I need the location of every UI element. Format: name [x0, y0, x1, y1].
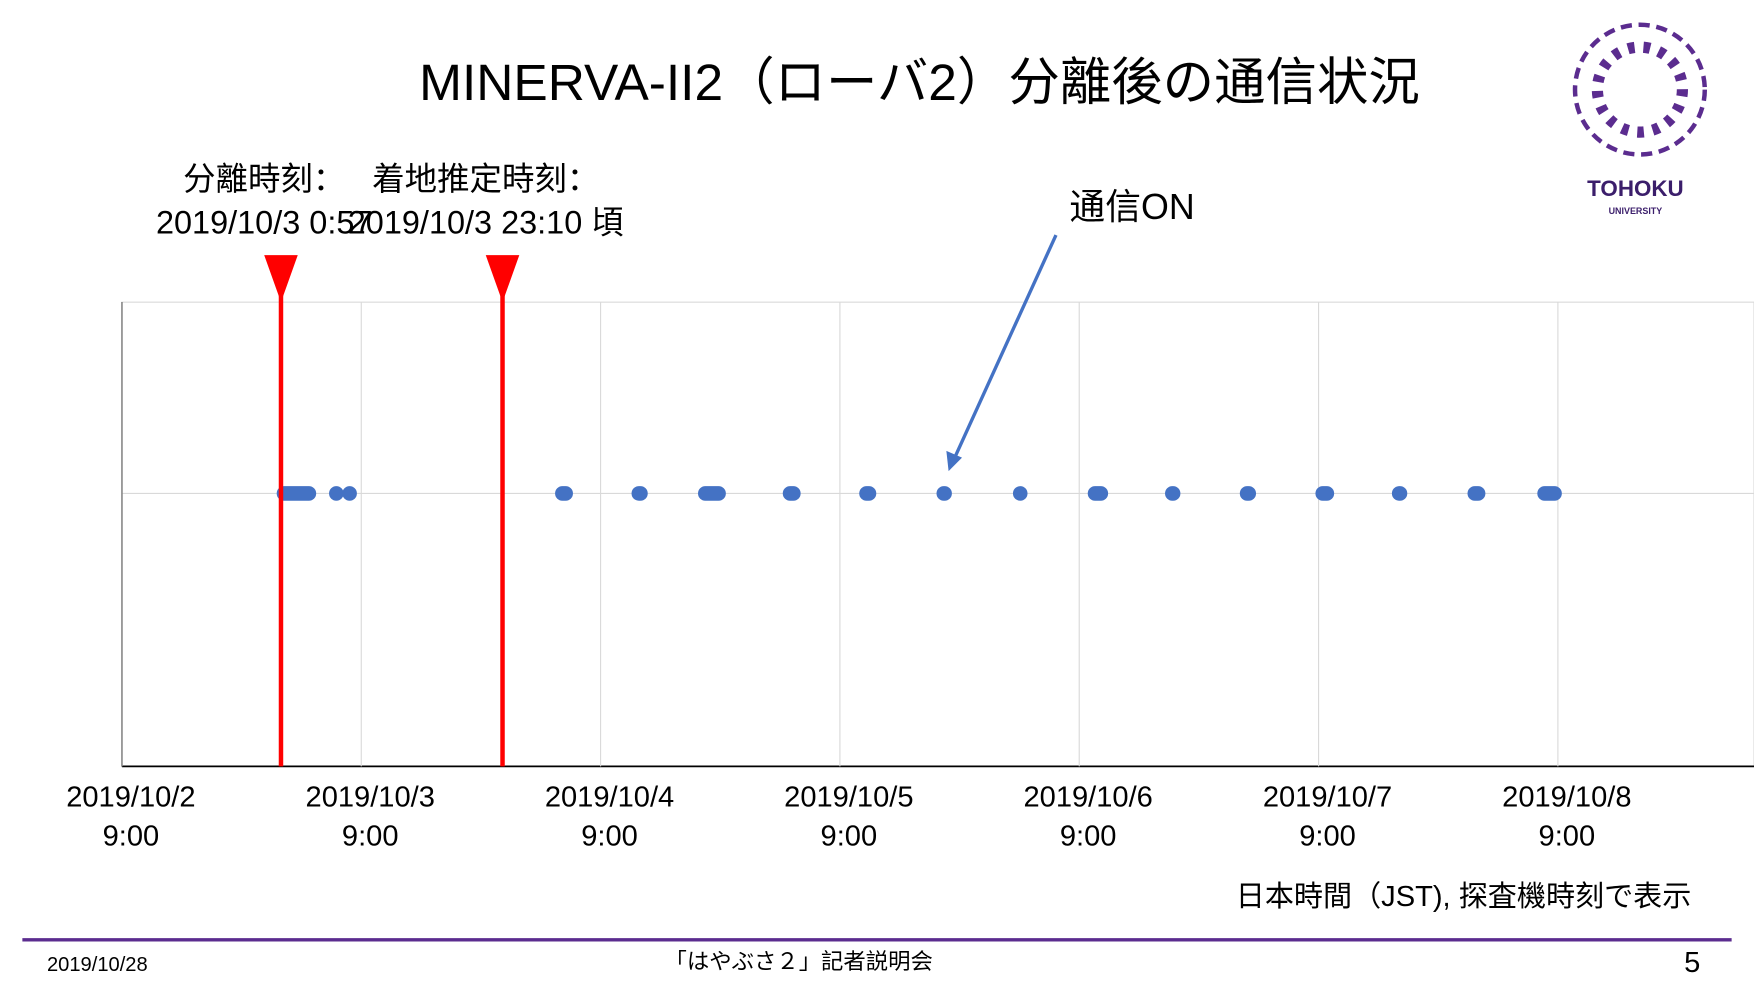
page-number: 5 — [1684, 947, 1700, 979]
x-tick-label: 2019/10/4 — [545, 782, 674, 814]
arrow-head — [946, 450, 963, 472]
event-label: 2019/10/3 0:57 — [156, 205, 372, 241]
event-label: 2019/10/3 23:10 頃 — [348, 205, 624, 241]
event-label: 分離時刻： — [183, 161, 345, 197]
event-marker — [485, 255, 520, 303]
footer-date: 2019/10/28 — [47, 954, 148, 976]
arrow-shaft — [952, 234, 1058, 460]
logo-name: TOHOKU — [1587, 176, 1683, 201]
x-tick-label: 2019/10/5 — [784, 782, 913, 814]
on-annotation: 通信ON — [946, 187, 1195, 472]
event-marker — [264, 255, 298, 303]
axis-note: 日本時間（JST), 探査機時刻で表示 — [1236, 880, 1692, 913]
x-tick-label: 2019/10/2 — [66, 782, 195, 814]
x-tick-label: 2019/10/7 — [1263, 782, 1392, 814]
x-tick-label: 2019/10/8 — [1502, 782, 1631, 814]
logo-subname: UNIVERSITY — [1609, 206, 1663, 216]
x-tick-label: 9:00 — [581, 821, 638, 853]
x-tick-label: 2019/10/6 — [1023, 782, 1152, 814]
x-tick-label: 2019/10/3 — [306, 782, 435, 814]
series-label: 通信ON — [1069, 187, 1194, 227]
event-label: 着地推定時刻： — [372, 161, 599, 197]
x-tick-label: 9:00 — [821, 821, 878, 853]
logo-leaves — [1591, 41, 1689, 138]
x-tick-label: 9:00 — [1299, 821, 1356, 853]
x-tick-label: 9:00 — [1539, 821, 1596, 853]
logo-ring — [1572, 22, 1708, 157]
footer-event: 「はやぶさ２」記者説明会 — [665, 949, 933, 974]
x-tick-label: 9:00 — [103, 821, 160, 853]
x-tick-label: 9:00 — [1060, 821, 1117, 853]
logo: TOHOKU UNIVERSITY — [1572, 22, 1708, 216]
slide-title: MINERVA-II2（ローバ2）分離後の通信状況 — [419, 53, 1420, 111]
x-tick-label: 9:00 — [342, 821, 399, 853]
